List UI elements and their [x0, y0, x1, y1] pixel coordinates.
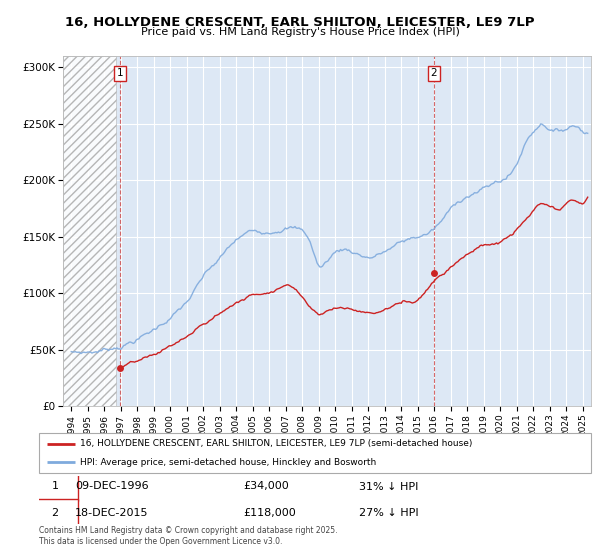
- FancyBboxPatch shape: [32, 499, 77, 527]
- Text: 2: 2: [430, 68, 437, 78]
- Text: 1: 1: [52, 482, 59, 492]
- Text: Price paid vs. HM Land Registry's House Price Index (HPI): Price paid vs. HM Land Registry's House …: [140, 27, 460, 37]
- Text: 31% ↓ HPI: 31% ↓ HPI: [359, 482, 419, 492]
- Text: 16, HOLLYDENE CRESCENT, EARL SHILTON, LEICESTER, LE9 7LP (semi-detached house): 16, HOLLYDENE CRESCENT, EARL SHILTON, LE…: [80, 439, 473, 448]
- Text: 27% ↓ HPI: 27% ↓ HPI: [359, 508, 419, 518]
- FancyBboxPatch shape: [39, 433, 591, 473]
- Text: 2: 2: [52, 508, 59, 518]
- Text: 1: 1: [116, 68, 123, 78]
- Text: £118,000: £118,000: [243, 508, 296, 518]
- Text: 16, HOLLYDENE CRESCENT, EARL SHILTON, LEICESTER, LE9 7LP: 16, HOLLYDENE CRESCENT, EARL SHILTON, LE…: [65, 16, 535, 29]
- FancyBboxPatch shape: [32, 473, 77, 501]
- Text: £34,000: £34,000: [243, 482, 289, 492]
- Text: 18-DEC-2015: 18-DEC-2015: [75, 508, 148, 518]
- Text: HPI: Average price, semi-detached house, Hinckley and Bosworth: HPI: Average price, semi-detached house,…: [80, 458, 377, 467]
- Text: Contains HM Land Registry data © Crown copyright and database right 2025.
This d: Contains HM Land Registry data © Crown c…: [39, 526, 337, 546]
- Text: 09-DEC-1996: 09-DEC-1996: [75, 482, 149, 492]
